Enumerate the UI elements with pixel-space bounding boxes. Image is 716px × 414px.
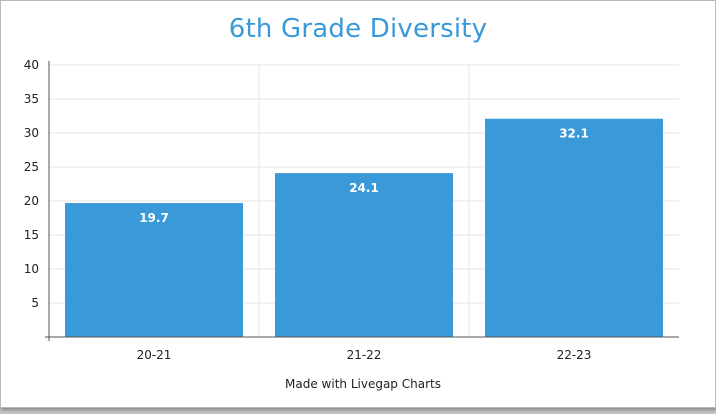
y-tick-label: 20	[24, 194, 39, 208]
chart-title: 6th Grade Diversity	[228, 14, 488, 44]
y-tick-label: 25	[24, 160, 39, 174]
y-tick-label: 5	[31, 296, 39, 310]
x-tick-label: 20-21	[137, 348, 172, 362]
chart-credit: Made with Livegap Charts	[285, 377, 441, 391]
y-tick-label: 15	[24, 228, 39, 242]
y-tick-label: 35	[24, 92, 39, 106]
y-tick-label: 10	[24, 262, 39, 276]
bar-chart: 19.7 24.1 32.1 5 10 15 20 25 30 35 40 20-21 21-22 22…	[24, 58, 679, 362]
data-label-20-21: 19.7	[139, 211, 169, 225]
x-tick-label: 21-22	[347, 348, 382, 362]
bar-20-21	[65, 203, 243, 337]
y-tick-label: 40	[24, 58, 39, 72]
x-tick-label: 22-23	[557, 348, 592, 362]
bars: 19.7 24.1 32.1	[65, 118, 663, 337]
bar-22-23	[485, 118, 663, 337]
data-label-21-22: 24.1	[349, 181, 379, 195]
y-tick-label: 30	[24, 126, 39, 140]
bar-21-22	[275, 173, 453, 337]
axes: 5 10 15 20 25 30 35 40 20-21 21-22 22-23	[24, 58, 679, 362]
data-label-22-23: 32.1	[559, 127, 589, 141]
